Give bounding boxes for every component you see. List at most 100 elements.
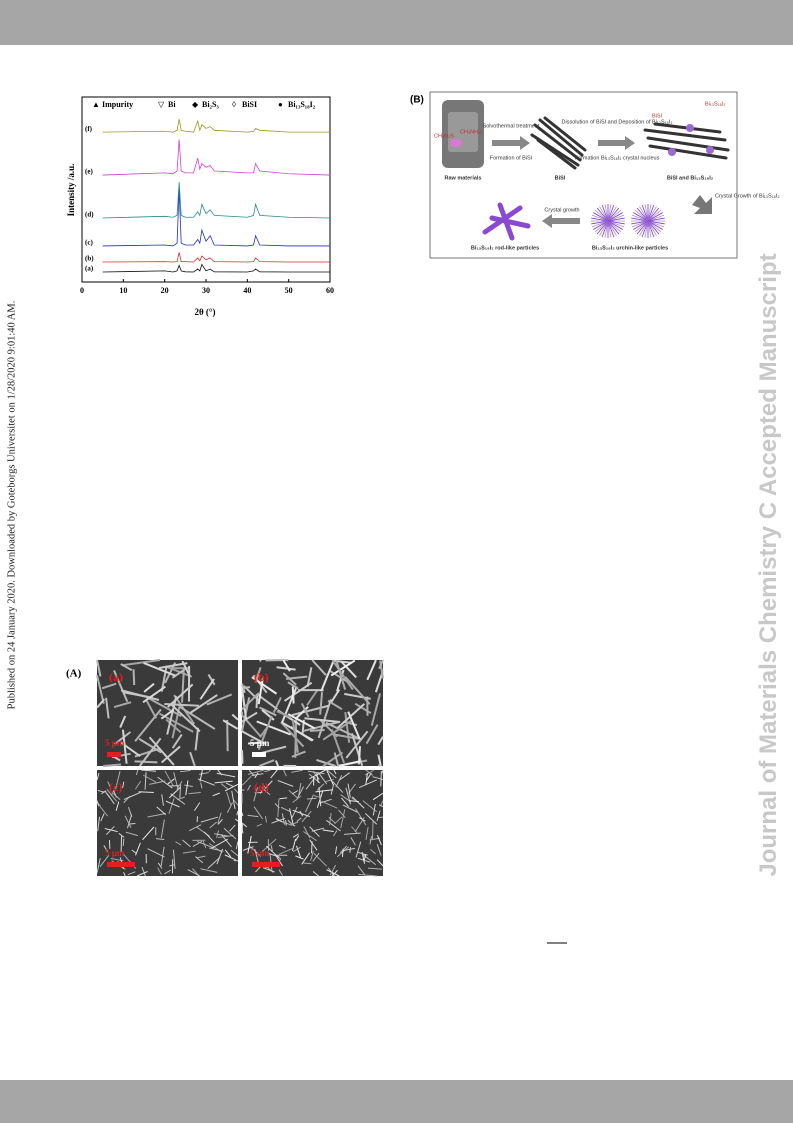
legend-label: Impurity [102,100,133,109]
series-line [102,139,331,176]
sem-texture [224,849,232,858]
sem-texture [197,778,215,786]
x-axis-label: 2θ (°) [194,307,215,317]
sem-texture [214,780,233,784]
urchin-spike [607,220,615,238]
legend-symbol: ◆ [192,100,199,109]
urchin-spike [599,220,609,236]
sem-texture [120,741,141,758]
sem-texture [103,763,122,767]
sem-texture [377,736,384,746]
sem-texture [274,853,283,867]
sem-texture [278,869,283,876]
sem-texture [142,685,166,704]
x-tick-label: 40 [243,286,251,295]
sem-texture [222,719,239,730]
sem-texture [179,784,182,798]
sem-texture [217,834,234,838]
urchin-spike [633,220,649,230]
sem-texture [291,806,298,818]
sem-texture [149,780,166,785]
sem-texture [264,780,273,789]
sem-texture [355,841,362,858]
sem-texture [157,862,163,869]
sem-texture [113,669,129,703]
urchin-spike [596,220,609,235]
sem-texture [289,821,299,826]
sem-texture [285,819,287,826]
sem-texture [217,812,222,824]
sem-texture [217,818,223,825]
sem-texture [292,790,299,795]
sem-texture [155,838,165,841]
sem-texture [114,731,132,745]
sem-texture [301,852,310,865]
sem-texture [196,855,206,859]
sem-texture [303,862,312,865]
sem-texture [351,733,364,767]
urchin-spike [607,220,625,225]
sem-texture [241,775,252,786]
sem-texture [370,848,376,855]
step-label: Solvothermal treatment [483,123,540,129]
urchin-spike [594,209,609,222]
urchin-spike [594,220,609,233]
sem-texture [247,784,251,791]
sem-texture [289,808,294,826]
sem-texture [338,809,346,819]
sem-texture [194,727,200,751]
sem-texture [278,847,295,855]
sem-texture [188,792,201,795]
urchin-spike [607,220,612,238]
sem-texture [307,797,317,800]
sem-texture [210,838,228,849]
sem-texture [119,715,127,728]
stage-label: Bi₁₃S₁₈I₂ rod-like particles [471,245,539,251]
sem-texture [326,869,340,877]
sem-texture [229,824,236,832]
sem-texture [338,772,350,781]
sem-texture [343,847,356,852]
sem-texture [335,660,347,690]
sem-texture [315,789,334,793]
sem-texture [160,745,181,764]
sem-texture [321,800,338,809]
sem-texture [303,826,311,839]
sem-texture [345,730,369,759]
sem-texture [200,816,219,823]
sem-texture [249,846,262,857]
sem-label: (b) [254,670,269,684]
sem-texture [363,854,367,863]
series-label: (a) [85,265,94,273]
sem-texture [142,826,155,841]
sem-texture [173,772,179,791]
sem-texture [330,729,346,764]
urchin-spike [607,209,622,222]
sem-texture [311,841,313,854]
sem-texture [223,827,237,840]
sem-texture [257,693,279,711]
sem-texture [224,854,237,861]
sem-texture [184,784,193,788]
sem-texture [325,779,334,783]
sem-texture [231,713,239,721]
footer-bar [0,1080,793,1123]
sem-texture [230,849,239,857]
urchin-spike [647,214,665,222]
sem-texture [241,828,244,834]
sem-texture [200,782,203,789]
sem-texture [312,871,319,877]
urchin-spike [607,217,625,222]
arrow [598,136,635,150]
sem-texture [254,772,259,779]
sem-texture [329,864,337,876]
sem-label: (d) [254,780,269,794]
sem-texture [96,858,101,874]
sem-texture [121,729,128,764]
sem-texture [283,681,313,702]
sem-texture [319,798,332,804]
sem-texture [158,662,188,669]
sem-texture [135,769,139,776]
sem-texture [340,809,346,829]
sem-texture [143,661,176,677]
